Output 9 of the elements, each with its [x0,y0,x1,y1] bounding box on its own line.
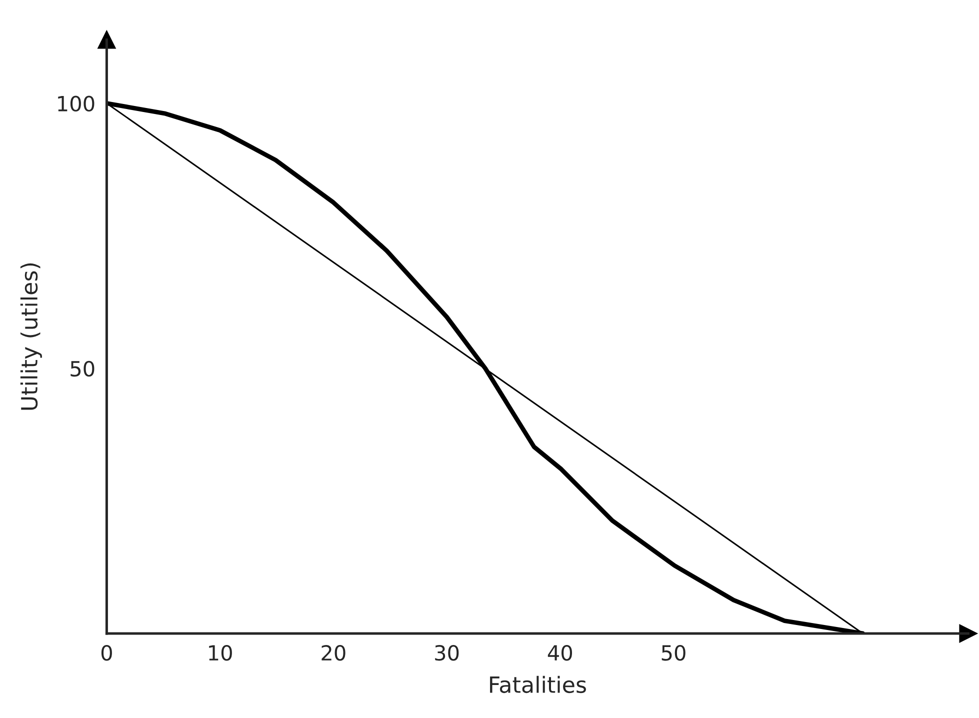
x-tick-label: 20 [322,644,346,661]
x-tick-label: 50 [662,644,686,661]
x-tick-label: 40 [548,644,572,661]
y-tick-label: 100 [58,96,94,112]
x-tick-label: 30 [435,644,459,661]
y-axis-title: Utility (utiles) [20,263,42,410]
x-axis-title: Fatalities [490,676,586,694]
x-tick-label: 10 [209,644,232,661]
x-tick-label: 0 [101,644,112,661]
